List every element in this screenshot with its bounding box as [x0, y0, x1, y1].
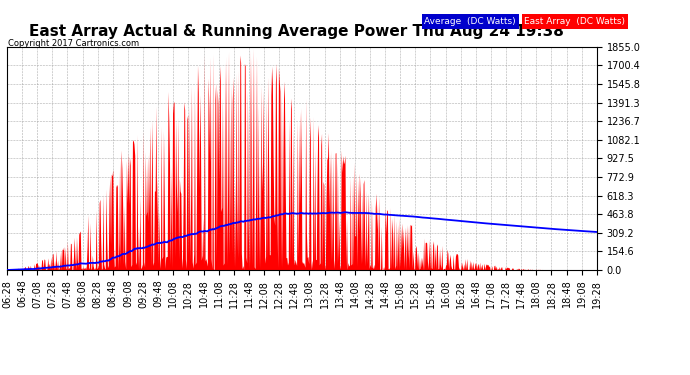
Text: East Array Actual & Running Average Power Thu Aug 24 19:38: East Array Actual & Running Average Powe… [29, 24, 564, 39]
Text: Copyright 2017 Cartronics.com: Copyright 2017 Cartronics.com [8, 39, 139, 48]
Text: Average  (DC Watts): Average (DC Watts) [424, 17, 516, 26]
Text: East Array  (DC Watts): East Array (DC Watts) [524, 17, 625, 26]
